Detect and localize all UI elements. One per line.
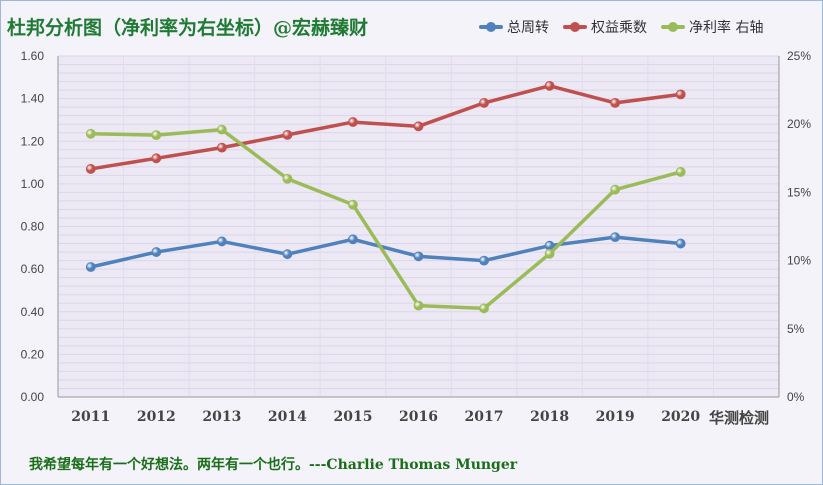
data-point bbox=[479, 255, 489, 266]
data-point bbox=[413, 251, 424, 262]
legend-label-net-margin: 净利率 右轴 bbox=[689, 20, 764, 36]
legend-item-equity-multiplier: 权益乘数 bbox=[563, 17, 647, 37]
legend-item-total-turnover: 总周转 bbox=[479, 17, 549, 37]
legend-label-total-turnover: 总周转 bbox=[507, 20, 549, 36]
x-tick-label: 2018 bbox=[530, 409, 569, 425]
x-tick-label: 2016 bbox=[399, 409, 438, 425]
data-point bbox=[282, 129, 293, 140]
data-point bbox=[216, 236, 227, 247]
left-tick-label: 0.60 bbox=[21, 262, 45, 276]
series-line-0 bbox=[89, 235, 683, 269]
x-tick-label: 2013 bbox=[202, 409, 241, 425]
data-point bbox=[151, 247, 162, 257]
x-tick-label: 2012 bbox=[137, 409, 176, 425]
data-point bbox=[675, 89, 686, 100]
legend-label-equity-multiplier: 权益乘数 bbox=[591, 20, 647, 36]
legend: 总周转 权益乘数 净利率 右轴 bbox=[479, 17, 763, 37]
legend-item-net-margin: 净利率 右轴 bbox=[661, 17, 763, 37]
data-point bbox=[85, 262, 96, 272]
data-point bbox=[544, 248, 555, 259]
legend-swatch-equity-multiplier bbox=[563, 22, 587, 32]
x-tick-label: 2014 bbox=[268, 409, 307, 425]
x-tick-label: 2015 bbox=[333, 409, 372, 425]
right-tick-label: 20% bbox=[787, 117, 811, 131]
left-tick-label: 1.40 bbox=[21, 92, 45, 106]
left-tick-label: 0.20 bbox=[21, 347, 45, 361]
data-point bbox=[348, 234, 358, 245]
left-tick-label: 0.80 bbox=[21, 220, 45, 234]
data-point bbox=[675, 167, 686, 177]
left-tick-label: 0.40 bbox=[21, 305, 45, 319]
data-point bbox=[479, 97, 489, 108]
watermark-text: 华测检测 bbox=[709, 409, 770, 427]
x-tick-label: 2017 bbox=[465, 409, 504, 425]
data-point bbox=[216, 124, 227, 135]
data-point bbox=[610, 97, 621, 108]
legend-swatch-total-turnover bbox=[479, 22, 503, 32]
data-point bbox=[348, 199, 358, 210]
data-point bbox=[675, 238, 686, 249]
x-tick-label: 2020 bbox=[661, 409, 700, 425]
chart-title: 杜邦分析图（净利率为右坐标）@宏赫臻财 bbox=[7, 17, 369, 39]
data-point bbox=[216, 142, 227, 153]
left-tick-label: 1.60 bbox=[21, 49, 45, 63]
data-point bbox=[348, 117, 358, 127]
left-tick-label: 1.00 bbox=[21, 177, 45, 191]
data-point bbox=[282, 173, 293, 184]
series-line-1 bbox=[89, 84, 683, 171]
data-point bbox=[151, 130, 162, 141]
data-point bbox=[282, 249, 293, 260]
x-tick-label: 2011 bbox=[71, 409, 110, 425]
data-point bbox=[151, 153, 162, 164]
data-point bbox=[413, 121, 424, 132]
right-tick-label: 15% bbox=[787, 185, 811, 199]
data-point bbox=[544, 80, 555, 91]
series-line-2 bbox=[89, 127, 683, 311]
x-tick-label: 2019 bbox=[596, 409, 635, 425]
data-point bbox=[610, 184, 621, 195]
right-tick-label: 0% bbox=[787, 390, 805, 404]
data-point bbox=[479, 303, 489, 314]
data-point bbox=[85, 164, 96, 174]
quote-text: 我希望每年有一个好想法。两年有一个也行。---Charlie Thomas Mu… bbox=[29, 457, 518, 473]
left-tick-label: 0.00 bbox=[21, 390, 45, 404]
right-tick-label: 25% bbox=[787, 49, 811, 63]
legend-swatch-net-margin bbox=[661, 22, 685, 32]
right-tick-label: 5% bbox=[787, 322, 805, 336]
data-point bbox=[413, 300, 424, 311]
data-point bbox=[610, 232, 621, 243]
right-tick-label: 10% bbox=[787, 254, 811, 268]
data-point bbox=[85, 128, 96, 139]
left-tick-label: 1.20 bbox=[21, 134, 45, 148]
